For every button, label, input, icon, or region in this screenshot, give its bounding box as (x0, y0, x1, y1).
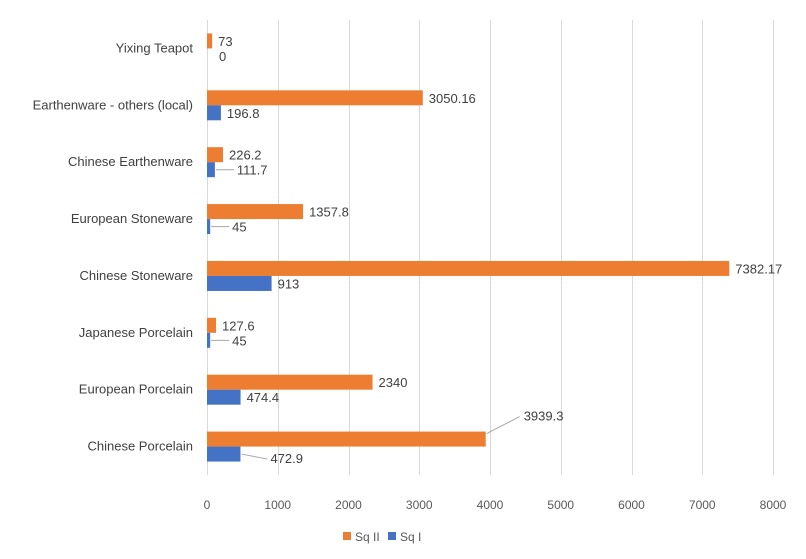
category-label: Chinese Stoneware (80, 268, 193, 283)
category-label: Chinese Earthenware (68, 154, 193, 169)
data-label-sq-ii: 2340 (379, 375, 408, 390)
bar-sq-i (207, 332, 211, 348)
x-tick-label-5000: 5000 (547, 498, 574, 512)
bar-sq-ii (207, 260, 730, 276)
bar-sq-ii (207, 33, 213, 49)
data-label-sq-i: 474.4 (247, 390, 280, 405)
x-tick-label-3000: 3000 (406, 498, 433, 512)
x-tick-label-0: 0 (204, 498, 211, 512)
x-tick-label-6000: 6000 (618, 498, 645, 512)
bar-sq-ii (207, 204, 304, 220)
data-label-sq-i: 45 (232, 220, 246, 235)
legend-swatch-sq-i (388, 532, 396, 540)
x-tick-label-4000: 4000 (477, 498, 504, 512)
x-tick-label-2000: 2000 (335, 498, 362, 512)
legend-label-sq-ii: Sq II (355, 530, 380, 544)
category-label: European Porcelain (79, 382, 193, 397)
bar-sq-i (207, 105, 221, 121)
data-label-sq-ii: 73 (218, 34, 232, 49)
bar-sq-i (207, 219, 211, 235)
category-label: Japanese Porcelain (79, 325, 193, 340)
bar-sq-i (207, 389, 241, 405)
bar-sq-ii (207, 147, 224, 163)
category-label: European Stoneware (71, 211, 193, 226)
x-tick-label-7000: 7000 (689, 498, 716, 512)
legend-label-sq-i: Sq I (400, 530, 421, 544)
legend-swatch-sq-ii (343, 532, 351, 540)
bar-sq-i (207, 275, 272, 291)
x-tick-label-8000: 8000 (760, 498, 787, 512)
data-label-sq-i: 45 (232, 333, 246, 348)
data-label-sq-i: 196.8 (227, 106, 260, 121)
bar-sq-i (207, 446, 241, 462)
data-label-sq-ii: 3939.3 (524, 409, 564, 424)
x-tick-label-1000: 1000 (264, 498, 291, 512)
data-label-sq-i: 913 (278, 276, 300, 291)
data-label-sq-i: 111.7 (237, 163, 268, 178)
data-label-sq-ii: 3050.16 (429, 91, 476, 106)
bar-sq-ii (207, 374, 373, 390)
data-label-sq-ii: 226.2 (229, 148, 262, 163)
bar-sq-ii (207, 431, 486, 447)
bar-sq-i (207, 162, 215, 178)
leader-line (486, 416, 520, 435)
category-label: Chinese Porcelain (87, 439, 193, 454)
category-label: Earthenware - others (local) (33, 97, 193, 112)
data-label-sq-ii: 127.6 (222, 318, 255, 333)
leader-line (241, 453, 268, 460)
data-label-sq-i: 472.9 (270, 451, 303, 466)
bar-sq-ii (207, 90, 423, 106)
data-label-sq-ii: 1357.8 (309, 205, 349, 220)
data-label-sq-i: 0 (219, 49, 226, 64)
data-label-sq-ii: 7382.17 (735, 261, 782, 276)
bar-sq-ii (207, 317, 217, 333)
category-label: Yixing Teapot (116, 40, 194, 55)
